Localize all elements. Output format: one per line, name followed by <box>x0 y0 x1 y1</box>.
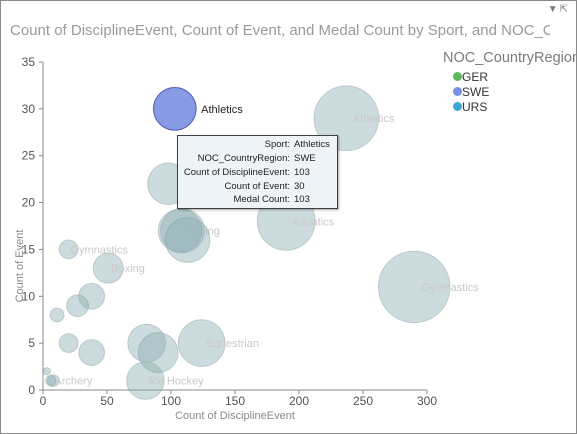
x-tick-label: 300 <box>417 394 437 408</box>
legend-label: SWE <box>462 85 490 99</box>
bubble[interactable] <box>58 333 79 354</box>
bubble[interactable] <box>42 367 51 376</box>
bubble-label: Athletics <box>201 104 243 116</box>
expand-icon[interactable]: ⇱ <box>559 4 570 15</box>
y-tick-label: 0 <box>28 383 35 397</box>
legend-swatch-ger <box>453 72 462 81</box>
tooltip-row: NOC_CountryRegion: SWE <box>180 153 334 166</box>
bubble-label: Equestrian <box>206 338 259 350</box>
x-tick-label: 200 <box>289 394 309 408</box>
y-tick-label: 20 <box>22 196 36 210</box>
bubble[interactable] <box>46 374 60 388</box>
tooltip-row: Count of Event: 30 <box>180 181 334 194</box>
bubble[interactable] <box>92 252 124 284</box>
x-tick-label: 100 <box>161 394 181 408</box>
chart-title: Count of DisciplineEvent, Count of Event… <box>10 22 550 39</box>
y-tick-label: 10 <box>22 289 36 303</box>
bubble[interactable] <box>78 282 106 310</box>
tooltip-value: 103 <box>294 194 310 205</box>
tooltip-key: Count of Event: <box>224 181 290 192</box>
tooltip-key: Medal Count: <box>233 194 290 205</box>
tooltip-value: Athletics <box>294 139 330 150</box>
x-axis-title: Count of DisciplineEvent <box>175 410 295 422</box>
filter-icon[interactable]: ▼ <box>547 4 560 15</box>
bubble-label: Sailing <box>187 226 220 238</box>
bubble[interactable] <box>127 323 167 363</box>
bubble-highlighted[interactable] <box>153 87 197 131</box>
legend-label: URS <box>462 100 488 114</box>
tooltip-key: NOC_CountryRegion: <box>197 153 290 164</box>
bubble-label: Aquatics <box>292 216 335 228</box>
bubble[interactable] <box>377 250 451 324</box>
bubble-label: Ice Hockey <box>149 376 204 388</box>
legend-label: GER <box>462 70 489 84</box>
bubble[interactable] <box>58 239 79 260</box>
tooltip-row: Count of DisciplineEvent: 103 <box>180 167 334 180</box>
bubble-label: Gymnastics <box>70 244 128 256</box>
y-tick-label: 35 <box>22 55 36 69</box>
y-tick-label: 5 <box>28 336 35 350</box>
bubble-label: Archery <box>54 376 92 388</box>
x-tick-label: 150 <box>225 394 245 408</box>
data-tooltip: Sport: Athletics NOC_CountryRegion: SWE … <box>177 135 338 209</box>
x-tick-label: 0 <box>40 394 47 408</box>
tooltip-key: Sport: <box>264 139 290 150</box>
tooltip-key: Count of DisciplineEvent: <box>183 167 290 178</box>
tooltip-row: Sport: Athletics <box>180 139 334 152</box>
tooltip-row: Medal Count: 103 <box>180 194 334 207</box>
bubble[interactable] <box>164 217 211 263</box>
bubble[interactable] <box>49 307 65 323</box>
bubble[interactable] <box>313 85 380 152</box>
bubble[interactable] <box>45 374 57 387</box>
bubble-label: Athletics <box>353 113 395 125</box>
visual-header-icons[interactable]: ▼⇱ <box>548 4 570 15</box>
tooltip-value: 30 <box>294 181 305 192</box>
bubble[interactable] <box>78 339 106 366</box>
x-tick-label: 250 <box>353 394 373 408</box>
y-axis-title: Count of Event <box>14 230 26 303</box>
tooltip-value: SWE <box>294 153 316 164</box>
legend-swatch-urs <box>453 102 462 111</box>
legend-title: NOC_CountryRegion <box>443 50 576 66</box>
bubble[interactable] <box>137 332 179 373</box>
tooltip-value: 103 <box>294 167 310 178</box>
x-tick-label: 50 <box>100 394 114 408</box>
bubble[interactable] <box>126 361 165 400</box>
bubble-label: Gymnastics <box>421 282 479 294</box>
legend-swatch-swe <box>453 87 462 96</box>
y-tick-label: 25 <box>22 149 36 163</box>
bubble-label: Boxing <box>111 263 145 275</box>
y-tick-label: 15 <box>22 242 36 256</box>
y-tick-label: 30 <box>22 102 36 116</box>
bubble[interactable] <box>177 319 226 368</box>
bubble[interactable] <box>66 294 89 318</box>
